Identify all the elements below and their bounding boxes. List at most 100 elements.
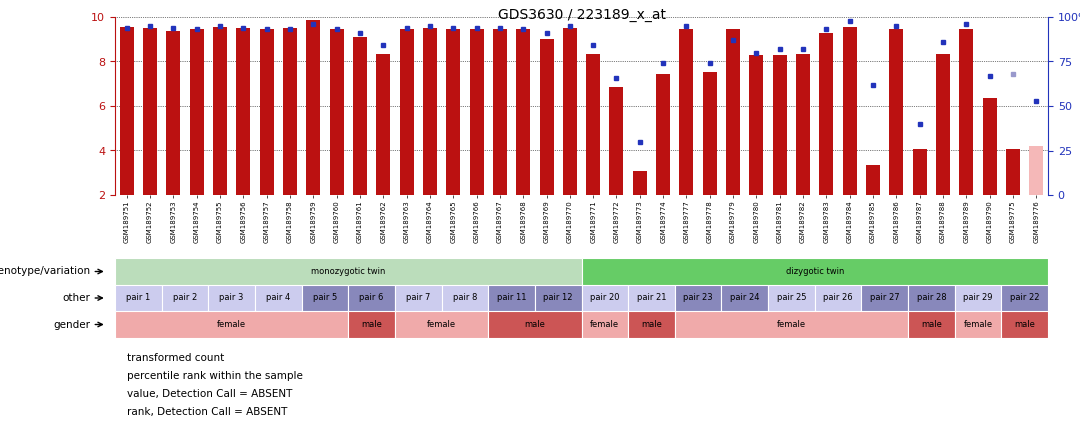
Bar [866,165,880,195]
Text: pair 28: pair 28 [917,293,946,302]
Text: percentile rank within the sample: percentile rank within the sample [127,371,302,381]
Text: pair 20: pair 20 [590,293,620,302]
Bar [675,285,721,311]
Bar [750,55,764,195]
Bar [629,311,675,338]
Bar [814,285,862,311]
Bar [283,28,297,195]
Bar [353,37,367,195]
Bar [348,311,395,338]
Text: pair 22: pair 22 [1010,293,1039,302]
Text: male: male [361,320,382,329]
Bar [609,87,623,195]
Bar [114,258,581,285]
Text: value, Detection Call = ABSENT: value, Detection Call = ABSENT [127,389,293,399]
Text: pair 25: pair 25 [777,293,806,302]
Bar [581,258,1048,285]
Bar [675,311,908,338]
Text: gender: gender [53,320,91,329]
Bar [190,29,204,195]
Text: pair 2: pair 2 [173,293,197,302]
Bar [820,32,834,195]
Bar [768,285,814,311]
Bar [237,28,251,195]
Text: male: male [642,320,662,329]
Bar [1001,311,1048,338]
Text: female: female [217,320,246,329]
Text: pair 29: pair 29 [963,293,993,302]
Text: female: female [591,320,620,329]
Text: pair 4: pair 4 [266,293,291,302]
Text: rank, Detection Call = ABSENT: rank, Detection Call = ABSENT [127,407,287,417]
Bar [162,285,208,311]
Bar [913,149,927,195]
Bar [955,311,1001,338]
Text: male: male [1014,320,1035,329]
Text: pair 23: pair 23 [684,293,713,302]
Bar [307,20,321,195]
Bar [1029,146,1043,195]
Bar [983,98,997,195]
Bar [633,170,647,195]
Bar [657,74,670,195]
Bar [395,311,488,338]
Text: other: other [63,293,91,303]
Bar [114,311,348,338]
Bar [143,28,157,195]
Text: pair 27: pair 27 [869,293,900,302]
Text: dizygotic twin: dizygotic twin [785,267,843,276]
Bar [329,29,343,195]
Text: male: male [921,320,942,329]
Bar [703,71,717,195]
Bar [908,285,955,311]
Text: female: female [777,320,806,329]
Text: male: male [525,320,545,329]
Bar [581,311,629,338]
Bar [535,285,581,311]
Text: transformed count: transformed count [127,353,225,363]
Bar [1005,149,1020,195]
Bar [959,29,973,195]
Bar [488,311,581,338]
Bar [540,39,554,195]
Bar [773,55,786,195]
Bar [423,28,437,195]
Bar [955,285,1001,311]
Bar [629,285,675,311]
Text: pair 6: pair 6 [360,293,383,302]
Bar [721,285,768,311]
Bar [586,54,600,195]
Bar [470,29,484,195]
Bar [890,29,903,195]
Text: female: female [427,320,456,329]
Bar [488,285,535,311]
Bar [166,32,180,195]
Bar [1001,285,1048,311]
Text: pair 21: pair 21 [637,293,666,302]
Bar [213,27,227,195]
Bar [563,28,577,195]
Bar [679,29,693,195]
Bar [348,285,395,311]
Text: GDS3630 / 223189_x_at: GDS3630 / 223189_x_at [498,8,665,22]
Text: pair 7: pair 7 [406,293,431,302]
Text: pair 11: pair 11 [497,293,526,302]
Text: female: female [963,320,993,329]
Bar [842,27,856,195]
Bar [255,285,301,311]
Text: monozygotic twin: monozygotic twin [311,267,386,276]
Text: pair 1: pair 1 [126,293,150,302]
Text: genotype/variation: genotype/variation [0,266,91,277]
Text: pair 24: pair 24 [730,293,759,302]
Text: pair 5: pair 5 [313,293,337,302]
Bar [208,285,255,311]
Bar [301,285,348,311]
Text: pair 3: pair 3 [219,293,244,302]
Bar [862,285,908,311]
Bar [796,54,810,195]
Text: pair 26: pair 26 [823,293,853,302]
Bar [259,29,273,195]
Bar [442,285,488,311]
Text: pair 12: pair 12 [543,293,572,302]
Bar [114,285,162,311]
